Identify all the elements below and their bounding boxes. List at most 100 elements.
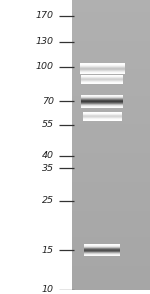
- Bar: [72, 182, 150, 185]
- Bar: [72, 35, 150, 38]
- Bar: [72, 26, 150, 29]
- Bar: [72, 124, 150, 127]
- Bar: [72, 206, 150, 208]
- Bar: [72, 278, 150, 281]
- Bar: [72, 38, 150, 41]
- Bar: [72, 110, 150, 113]
- Bar: [72, 32, 150, 35]
- Bar: [72, 174, 150, 177]
- Bar: [72, 252, 150, 255]
- Bar: [72, 107, 150, 110]
- Bar: [72, 101, 150, 104]
- Bar: [72, 46, 150, 49]
- Bar: [72, 263, 150, 266]
- Bar: [72, 165, 150, 168]
- Bar: [72, 162, 150, 165]
- Bar: [72, 142, 150, 145]
- Text: 130: 130: [36, 37, 54, 46]
- Bar: [72, 220, 150, 223]
- Bar: [72, 113, 150, 116]
- Bar: [72, 255, 150, 258]
- Bar: [72, 240, 150, 243]
- Bar: [72, 133, 150, 136]
- Bar: [72, 260, 150, 263]
- Text: 40: 40: [42, 151, 54, 160]
- Bar: [72, 214, 150, 217]
- Bar: [72, 200, 150, 203]
- Bar: [72, 226, 150, 229]
- Bar: [72, 29, 150, 32]
- Bar: [72, 84, 150, 87]
- Bar: [72, 52, 150, 55]
- Bar: [72, 139, 150, 142]
- Bar: [72, 269, 150, 272]
- Bar: [72, 229, 150, 232]
- Bar: [72, 281, 150, 284]
- Bar: [72, 148, 150, 151]
- Bar: [72, 237, 150, 240]
- Bar: [72, 104, 150, 107]
- Text: 15: 15: [42, 246, 54, 255]
- Bar: [72, 116, 150, 119]
- Bar: [72, 66, 150, 69]
- Bar: [72, 188, 150, 191]
- Bar: [72, 287, 150, 290]
- Bar: [72, 197, 150, 200]
- Bar: [72, 98, 150, 101]
- Bar: [72, 159, 150, 162]
- Bar: [72, 191, 150, 194]
- Text: 100: 100: [36, 63, 54, 71]
- Bar: [72, 17, 150, 20]
- Bar: [72, 72, 150, 75]
- Text: 25: 25: [42, 196, 54, 206]
- Bar: [72, 122, 150, 124]
- Bar: [72, 20, 150, 23]
- Bar: [72, 81, 150, 84]
- Bar: [72, 272, 150, 275]
- Bar: [72, 249, 150, 252]
- Bar: [72, 69, 150, 72]
- Text: 55: 55: [42, 120, 54, 129]
- Bar: [72, 96, 150, 98]
- Bar: [72, 203, 150, 206]
- Bar: [72, 44, 150, 46]
- Bar: [72, 136, 150, 139]
- Bar: [72, 243, 150, 246]
- Bar: [72, 185, 150, 188]
- Bar: [72, 217, 150, 220]
- Bar: [72, 194, 150, 197]
- Bar: [72, 9, 150, 11]
- Bar: [72, 275, 150, 278]
- Bar: [72, 153, 150, 156]
- Bar: [72, 49, 150, 52]
- Bar: [72, 235, 150, 237]
- Bar: [72, 78, 150, 81]
- Bar: [72, 23, 150, 26]
- Bar: [72, 61, 150, 64]
- Text: 35: 35: [42, 164, 54, 173]
- Bar: [72, 127, 150, 130]
- Text: 70: 70: [42, 97, 54, 106]
- Bar: [72, 90, 150, 93]
- Bar: [72, 3, 150, 6]
- Bar: [72, 208, 150, 211]
- Bar: [72, 211, 150, 214]
- Bar: [72, 87, 150, 90]
- Bar: [72, 41, 150, 44]
- Bar: [72, 6, 150, 9]
- Bar: [72, 130, 150, 133]
- Bar: [72, 0, 150, 3]
- Bar: [72, 11, 150, 14]
- Bar: [72, 258, 150, 260]
- Bar: [72, 156, 150, 159]
- Bar: [72, 246, 150, 249]
- Bar: [72, 171, 150, 174]
- Bar: [72, 93, 150, 96]
- Bar: [72, 145, 150, 148]
- Bar: [72, 180, 150, 182]
- Bar: [72, 14, 150, 17]
- Bar: [72, 119, 150, 122]
- Bar: [72, 168, 150, 171]
- Text: 10: 10: [42, 285, 54, 294]
- Bar: [72, 232, 150, 235]
